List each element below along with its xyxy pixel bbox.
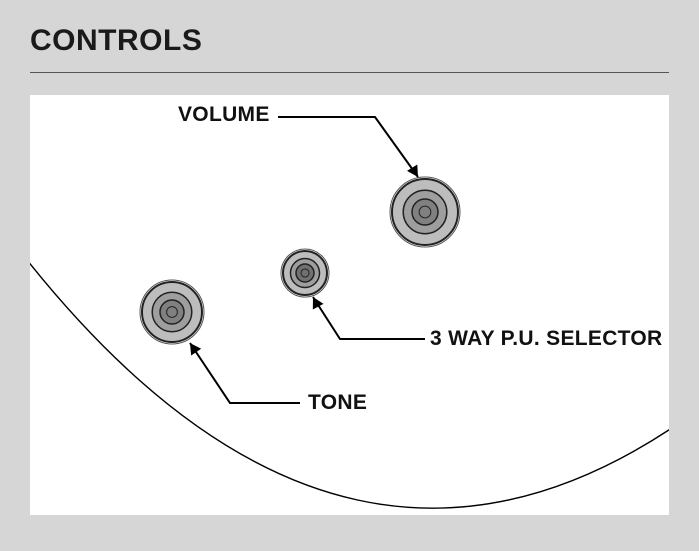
selector-label: 3 WAY P.U. SELECTOR bbox=[430, 327, 663, 351]
panel-wrap: VOLUME 3 WAY P.U. SELECTOR TONE bbox=[0, 73, 699, 533]
selector-knob bbox=[281, 249, 329, 297]
page-title: CONTROLS bbox=[30, 24, 669, 58]
tone-knob bbox=[140, 280, 204, 344]
tone-label: TONE bbox=[308, 391, 367, 415]
volume-label: VOLUME bbox=[178, 103, 270, 127]
diagram-panel: VOLUME 3 WAY P.U. SELECTOR TONE bbox=[30, 95, 669, 515]
diagram-svg bbox=[30, 95, 669, 515]
volume-knob bbox=[390, 177, 460, 247]
header: CONTROLS bbox=[0, 0, 699, 72]
